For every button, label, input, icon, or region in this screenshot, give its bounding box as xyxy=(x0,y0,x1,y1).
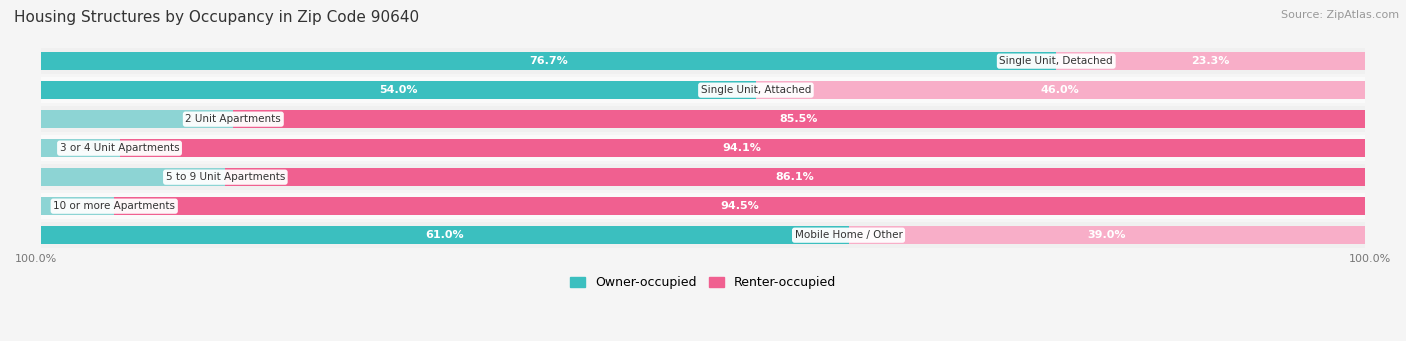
Text: 86.1%: 86.1% xyxy=(776,172,814,182)
Text: 10 or more Apartments: 10 or more Apartments xyxy=(53,201,176,211)
Bar xyxy=(41,168,225,186)
Bar xyxy=(41,139,120,157)
Bar xyxy=(41,48,1365,74)
Text: 100.0%: 100.0% xyxy=(1348,254,1391,264)
Bar xyxy=(41,81,756,99)
Text: 39.0%: 39.0% xyxy=(1087,230,1126,240)
Bar xyxy=(849,226,1365,244)
Text: Housing Structures by Occupancy in Zip Code 90640: Housing Structures by Occupancy in Zip C… xyxy=(14,10,419,25)
Text: 5.9%: 5.9% xyxy=(80,143,108,153)
Text: Single Unit, Detached: Single Unit, Detached xyxy=(1000,56,1114,66)
Text: Single Unit, Attached: Single Unit, Attached xyxy=(700,85,811,95)
Text: 94.5%: 94.5% xyxy=(720,201,759,211)
Text: 76.7%: 76.7% xyxy=(530,56,568,66)
Text: 23.3%: 23.3% xyxy=(1191,56,1230,66)
Bar xyxy=(41,110,233,128)
Bar xyxy=(41,106,1365,132)
Bar xyxy=(120,139,1365,157)
Text: Mobile Home / Other: Mobile Home / Other xyxy=(794,230,903,240)
Bar xyxy=(233,110,1365,128)
Text: 46.0%: 46.0% xyxy=(1040,85,1080,95)
Bar xyxy=(41,135,1365,161)
Text: Source: ZipAtlas.com: Source: ZipAtlas.com xyxy=(1281,10,1399,20)
Bar xyxy=(41,52,1056,70)
Bar xyxy=(41,77,1365,103)
Bar xyxy=(114,197,1365,215)
Bar xyxy=(41,193,1365,219)
Bar xyxy=(1056,52,1365,70)
Bar xyxy=(756,81,1365,99)
Text: 5.5%: 5.5% xyxy=(76,201,104,211)
Text: 54.0%: 54.0% xyxy=(380,85,418,95)
Text: 94.1%: 94.1% xyxy=(723,143,762,153)
Text: 14.5%: 14.5% xyxy=(187,114,222,124)
Text: 5 to 9 Unit Apartments: 5 to 9 Unit Apartments xyxy=(166,172,285,182)
Bar xyxy=(41,197,114,215)
Text: 3 or 4 Unit Apartments: 3 or 4 Unit Apartments xyxy=(59,143,180,153)
Bar xyxy=(41,226,849,244)
Text: 85.5%: 85.5% xyxy=(780,114,818,124)
Bar xyxy=(41,164,1365,190)
Bar xyxy=(225,168,1365,186)
Text: 100.0%: 100.0% xyxy=(15,254,58,264)
Text: 13.9%: 13.9% xyxy=(180,172,215,182)
Bar xyxy=(41,222,1365,248)
Text: 61.0%: 61.0% xyxy=(426,230,464,240)
Legend: Owner-occupied, Renter-occupied: Owner-occupied, Renter-occupied xyxy=(565,271,841,294)
Text: 2 Unit Apartments: 2 Unit Apartments xyxy=(186,114,281,124)
